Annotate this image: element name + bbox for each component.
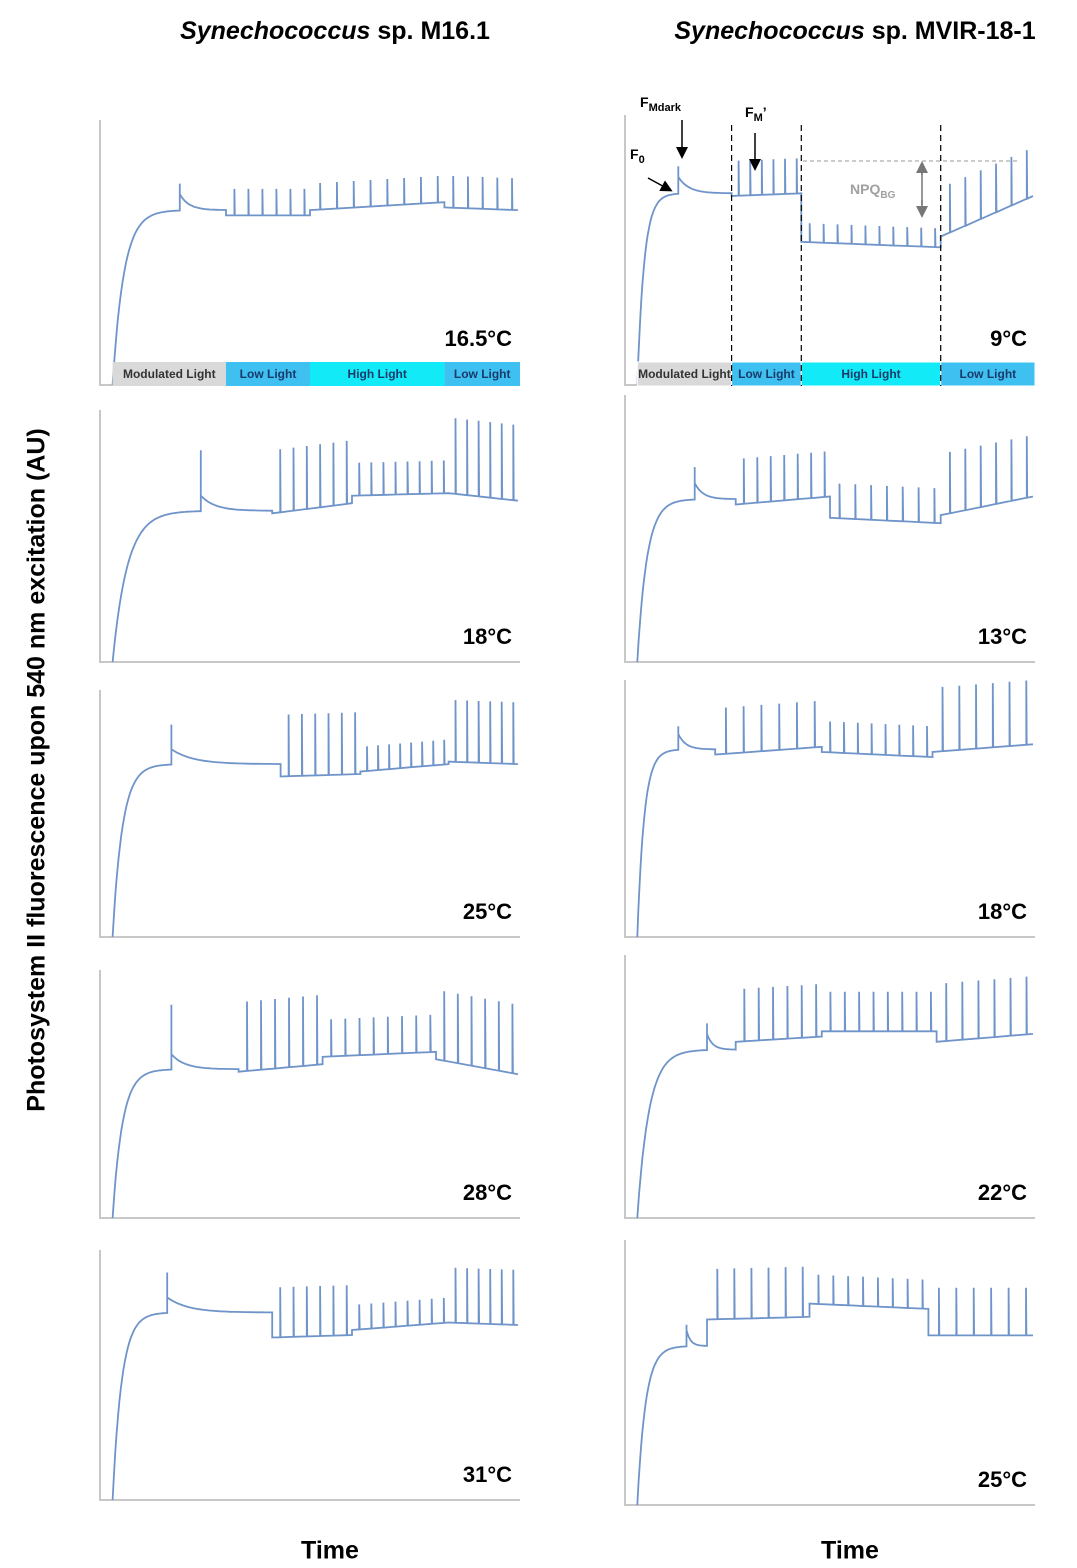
x-axis-label: Time [301, 1537, 359, 1565]
text-part: BG [880, 190, 895, 201]
axis [99, 970, 520, 1219]
light-bar-label: Modulated Light [123, 367, 216, 381]
light-bar-label: High Light [348, 367, 407, 381]
arrow [647, 177, 673, 192]
temperature-label: 16.5°C [444, 326, 512, 351]
light-bar [940, 361, 1036, 387]
light-bar-label: Low Light [240, 367, 297, 381]
text-part: ’ [763, 104, 767, 120]
column-title: Synechococcus sp. MVIR-18-1 [674, 17, 1035, 45]
axis [624, 680, 1035, 938]
text-part: Synechococcus [674, 17, 864, 45]
temperature-label: 25°C [978, 1467, 1027, 1492]
temperature-label: 9°C [990, 326, 1027, 351]
column-title: Synechococcus sp. M16.1 [180, 17, 490, 45]
text-part: Mdark [649, 102, 682, 114]
trace [636, 976, 1034, 1219]
light-bar-label: Low Light [454, 367, 511, 381]
trace [111, 991, 519, 1219]
trace [111, 1267, 518, 1501]
light-bar-label: High Light [841, 367, 900, 381]
x-axis-label: Time [821, 1537, 879, 1565]
temperature-label: 31°C [463, 1462, 512, 1487]
temperature-label: 18°C [978, 899, 1027, 924]
text-part: NPQ [850, 181, 880, 197]
annotation: F0 [630, 146, 645, 166]
text-part: 0 [639, 154, 645, 166]
light-bar [310, 362, 445, 386]
text-part: sp. M16.1 [377, 17, 490, 45]
light-bar-label: Low Light [738, 367, 795, 381]
trace [111, 418, 519, 663]
trace [111, 700, 518, 938]
annotation: FM’ [745, 104, 767, 124]
light-bar-label: Modulated Light [638, 367, 731, 381]
temperature-label: 25°C [463, 899, 512, 924]
trace [636, 436, 1034, 663]
trace [636, 1266, 1033, 1506]
light-bar [226, 362, 310, 386]
axis [99, 410, 520, 663]
trace [111, 175, 518, 386]
text-part: sp. MVIR-18-1 [872, 17, 1036, 45]
axis [624, 395, 1035, 663]
temperature-label: 13°C [978, 624, 1027, 649]
annotation: NPQBG [850, 181, 896, 201]
temperature-label: 22°C [978, 1180, 1027, 1205]
light-bar-label: Low Light [960, 367, 1017, 381]
light-bar [112, 362, 226, 386]
text-part: F [640, 94, 649, 110]
trace [636, 150, 1034, 386]
trace [636, 680, 1034, 938]
text-part: M [754, 112, 763, 124]
axis [624, 1240, 1035, 1506]
temperature-label: 28°C [463, 1180, 512, 1205]
axis [99, 690, 520, 938]
text-part: F [630, 146, 639, 162]
light-bar [444, 362, 520, 386]
temperature-label: 18°C [463, 624, 512, 649]
text-part: F [745, 104, 754, 120]
axis [99, 1250, 520, 1501]
y-axis-label: Photosystem II fluorescence upon 540 nm … [23, 428, 51, 1111]
axis [624, 115, 1035, 386]
axis [624, 955, 1035, 1219]
annotation: FMdark [640, 94, 682, 114]
text-part: Synechococcus [180, 17, 370, 45]
